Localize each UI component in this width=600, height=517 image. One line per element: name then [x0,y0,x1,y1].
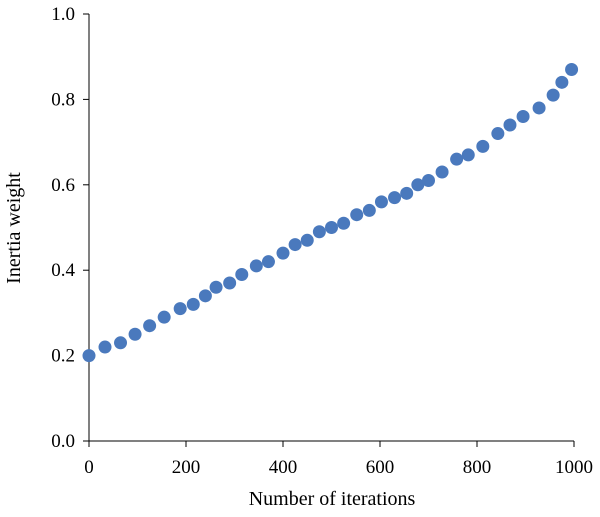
data-point [374,195,388,209]
data-point [337,216,351,230]
x-tick-label: 200 [172,457,201,478]
x-tick-label: 800 [463,457,492,478]
data-point [276,246,290,260]
data-point [388,191,402,205]
data-point [532,101,546,115]
data-point [435,165,449,179]
y-tick-label: 0.6 [51,175,75,196]
data-point [98,340,112,354]
x-tick-label: 400 [269,457,298,478]
data-point [209,280,223,294]
data-point [235,267,249,281]
data-point [288,238,302,252]
data-point [82,349,96,363]
x-tick-label: 1000 [555,457,593,478]
y-axis: 0.0 0.2 0.4 0.6 0.8 1.0 [51,4,90,452]
data-point [198,289,212,303]
data-point [223,276,237,290]
data-point [300,233,314,247]
data-point [362,203,376,217]
x-axis: 0 200 400 600 800 1000 [84,440,593,478]
data-point [186,297,200,311]
data-point [261,255,275,269]
data-point [461,148,475,162]
data-point [546,88,560,102]
data-point [503,118,517,132]
data-point [555,75,569,89]
x-axis-title: Number of iterations [249,488,416,510]
data-point [249,259,263,273]
data-point [114,336,128,350]
y-tick-label: 0.8 [51,89,75,110]
y-axis-title: Inertia weight [3,172,25,284]
x-tick-label: 0 [84,457,94,478]
data-point [565,63,579,77]
data-point [312,225,326,239]
data-points [82,63,579,363]
data-point [400,186,414,200]
y-tick-label: 0.2 [51,346,75,367]
data-point [491,127,505,141]
data-point [516,109,530,123]
data-point [325,221,338,234]
y-tick-label: 1.0 [51,4,75,25]
y-tick-label: 0.4 [51,260,75,281]
data-point [422,174,435,188]
data-point [411,178,425,192]
data-point [450,152,464,166]
data-point [128,327,142,341]
data-point [173,302,187,316]
x-tick-label: 600 [366,457,395,478]
data-point [350,208,364,222]
data-point [143,319,157,333]
data-point [476,139,490,153]
data-point [157,310,171,324]
y-tick-label: 0.0 [51,431,75,452]
